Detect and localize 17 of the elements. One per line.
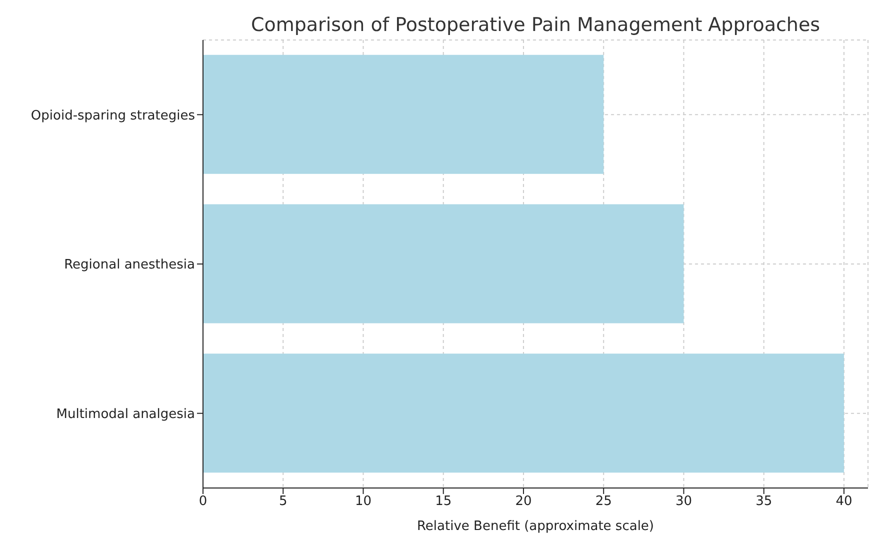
y-tick-label: Regional anesthesia — [64, 258, 195, 273]
y-tick-label: Opioid-sparing strategies — [30, 108, 196, 124]
x-axis-title: Relative Benefit (approximate scale) — [416, 519, 654, 534]
x-tick-label: 35 — [756, 494, 772, 510]
x-tick-label: 0 — [198, 494, 208, 510]
x-tick-label: 10 — [354, 494, 372, 510]
x-tick-label: 25 — [595, 494, 612, 510]
x-tick-label: 15 — [435, 494, 452, 510]
bar — [203, 204, 684, 324]
x-tick-label: 20 — [515, 494, 532, 510]
bar — [203, 54, 604, 174]
x-tick-label: 40 — [836, 494, 852, 510]
chart-title: Comparison of Postoperative Pain Management Approaches — [250, 14, 822, 36]
x-tick-label: 30 — [675, 494, 692, 510]
x-tick-label: 5 — [278, 494, 288, 510]
bar — [203, 354, 844, 473]
y-tick-label: Multimodal analgesia — [56, 406, 195, 422]
